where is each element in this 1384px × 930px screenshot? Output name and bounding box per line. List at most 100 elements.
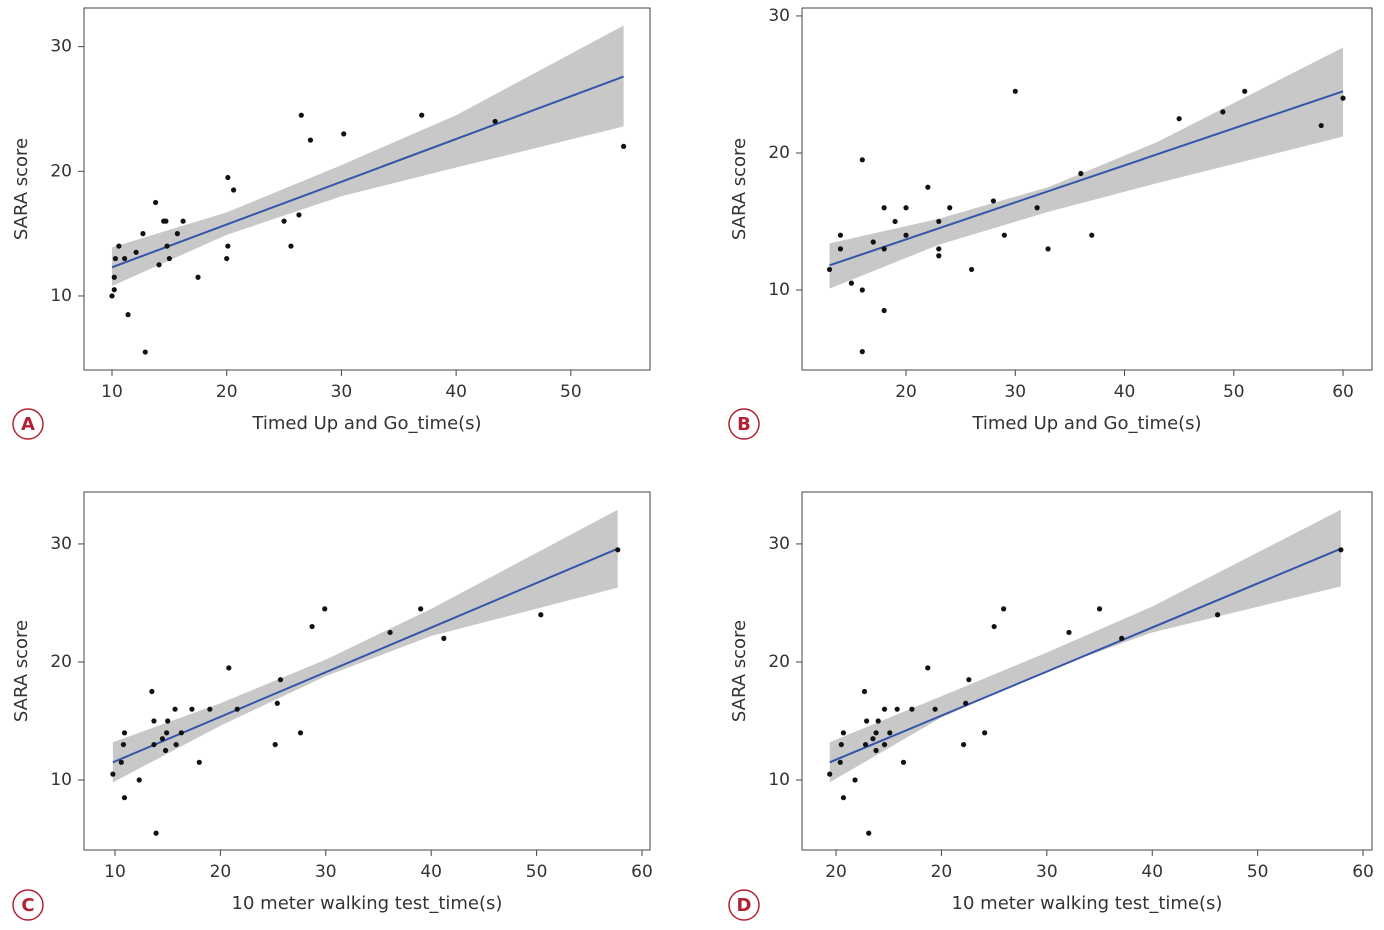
data-point: [1066, 629, 1072, 636]
data-point: [1176, 116, 1182, 122]
x-tick-label: 20: [825, 862, 847, 882]
data-point: [870, 239, 876, 245]
x-tick-label: 60: [1332, 382, 1354, 402]
x-tick-label: 50: [526, 862, 548, 882]
panel-badge: [728, 408, 760, 440]
data-point: [881, 741, 888, 748]
data-point: [1089, 232, 1095, 238]
data-point: [111, 287, 117, 293]
data-point: [298, 112, 304, 118]
confidence-band: [829, 509, 1341, 783]
data-point: [111, 274, 117, 280]
data-point: [274, 700, 280, 706]
data-point: [387, 629, 393, 636]
data-point: [418, 606, 424, 612]
confidence-band: [112, 509, 618, 783]
x-tick-label: 20: [216, 382, 238, 402]
x-tick-label: 20: [210, 862, 232, 882]
chart-panel: 20 30 40 50 60 10 20 30 Timed Up and Go_time(s) S…: [728, 6, 1373, 440]
data-point: [864, 718, 870, 724]
data-point: [991, 623, 997, 630]
data-point: [121, 730, 128, 736]
data-point: [151, 741, 157, 748]
x-tick-label: 50: [1223, 382, 1245, 402]
data-point: [162, 747, 169, 754]
data-point: [1096, 606, 1103, 612]
y-axis-label: SARA score: [729, 138, 750, 240]
data-point: [881, 205, 887, 211]
data-point: [297, 730, 304, 736]
data-point: [277, 677, 284, 683]
data-point: [936, 246, 942, 252]
data-point: [322, 606, 328, 612]
confidence-band: [111, 25, 624, 286]
x-tick-label: 30: [1036, 862, 1058, 882]
data-point: [226, 665, 232, 671]
data-point: [909, 706, 915, 712]
y-axis-label: SARA score: [729, 620, 750, 722]
data-point: [1220, 109, 1226, 115]
confidence-band: [829, 47, 1344, 289]
data-point: [881, 307, 887, 314]
data-point: [859, 157, 865, 163]
panel-badge: [728, 889, 760, 921]
x-tick-label: 30: [315, 862, 337, 882]
x-tick-label: 40: [1141, 862, 1163, 882]
data-point: [1318, 122, 1324, 129]
data-point: [142, 349, 148, 355]
data-point: [837, 246, 844, 252]
chart-panel: 20 20 30 40 50 60 10 20 30 10 meter walking test_…: [728, 491, 1374, 921]
data-point: [224, 255, 230, 262]
y-tick-label: 30: [768, 534, 790, 554]
data-point: [109, 293, 115, 299]
data-point: [982, 730, 988, 736]
data-point: [174, 231, 180, 237]
data-point: [341, 131, 347, 137]
data-point: [309, 623, 315, 630]
x-tick-label: 40: [1114, 382, 1136, 402]
data-point: [1338, 547, 1344, 553]
data-point: [140, 231, 146, 237]
x-tick-label: 30: [1004, 382, 1026, 402]
data-point: [492, 118, 498, 125]
data-point: [234, 706, 240, 712]
data-point: [288, 243, 294, 249]
data-point: [136, 777, 142, 783]
y-tick-label: 20: [768, 652, 790, 672]
data-point: [1001, 232, 1007, 238]
data-point: [1078, 170, 1084, 177]
x-axis-label: Timed Up and Go_time(s): [251, 413, 481, 434]
data-point: [1034, 205, 1040, 211]
y-tick-label: 20: [50, 652, 72, 672]
data-point: [866, 830, 872, 836]
y-tick-label: 20: [50, 161, 72, 181]
data-point: [947, 205, 953, 211]
x-axis-label: 10 meter walking test_time(s): [232, 893, 503, 914]
y-tick-label: 10: [50, 286, 72, 306]
data-point: [195, 274, 201, 280]
data-point: [859, 287, 865, 293]
data-point: [881, 706, 888, 712]
data-point: [859, 349, 865, 355]
data-point: [538, 612, 544, 618]
data-point: [861, 688, 868, 695]
data-point: [840, 795, 847, 801]
data-point: [112, 255, 119, 262]
data-point: [296, 212, 302, 218]
data-point: [875, 718, 881, 724]
data-point: [1242, 88, 1248, 94]
x-tick-label: 20: [895, 382, 917, 402]
data-point: [272, 741, 278, 748]
x-tick-label: 20: [931, 862, 953, 882]
data-point: [932, 706, 938, 712]
plot-frame: [801, 491, 1373, 851]
data-point: [149, 688, 155, 695]
data-point: [118, 759, 124, 765]
data-point: [903, 232, 909, 238]
x-tick-label: 30: [331, 382, 353, 402]
data-point: [827, 771, 833, 777]
data-point: [207, 706, 213, 712]
data-point: [307, 137, 314, 143]
x-axis-label: Timed Up and Go_time(s): [971, 413, 1201, 434]
